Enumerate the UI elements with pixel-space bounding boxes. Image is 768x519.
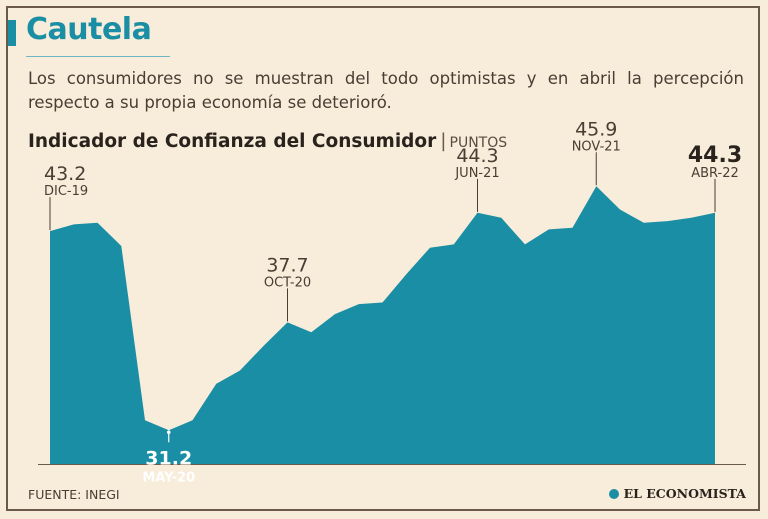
annotation-dot xyxy=(166,430,171,435)
annotation-value: 31.2 xyxy=(145,447,192,469)
annotation-label: NOV-21 xyxy=(572,139,621,154)
headline-rule xyxy=(26,56,170,57)
headline-accent-bar xyxy=(8,20,16,46)
headline: Cautela xyxy=(26,12,152,47)
annotation-value: 44.3 xyxy=(456,145,498,167)
annotation-value: 44.3 xyxy=(688,143,742,168)
infographic-frame xyxy=(6,6,760,511)
globe-icon xyxy=(608,488,619,499)
annotation-value: 43.2 xyxy=(44,163,86,185)
annotation-value: 45.9 xyxy=(575,118,617,140)
title-separator: | xyxy=(440,131,447,152)
area-series xyxy=(50,186,715,465)
chart-title-block: Indicador de Confianza del Consumidor | PU… xyxy=(28,131,507,152)
annotation-label: OCT-20 xyxy=(264,275,311,290)
annotation-label: JUN-21 xyxy=(454,166,499,181)
chart-unit: PUNTOS xyxy=(449,135,508,151)
chart-title: Indicador de Confianza del Consumidor xyxy=(28,131,437,152)
brand-logo: EL ECONOMISTA xyxy=(608,486,746,501)
brand-name: EL ECONOMISTA xyxy=(623,486,746,501)
subtitle: Los consumidores no se muestran del todo… xyxy=(28,69,744,112)
annotation-label: MAY-20 xyxy=(142,470,195,485)
annotation-label: DIC-19 xyxy=(44,184,88,199)
annotation-value: 37.7 xyxy=(266,254,308,276)
annotation-label: ABR-22 xyxy=(691,166,739,181)
source-note: FUENTE: INEGI xyxy=(28,487,120,502)
